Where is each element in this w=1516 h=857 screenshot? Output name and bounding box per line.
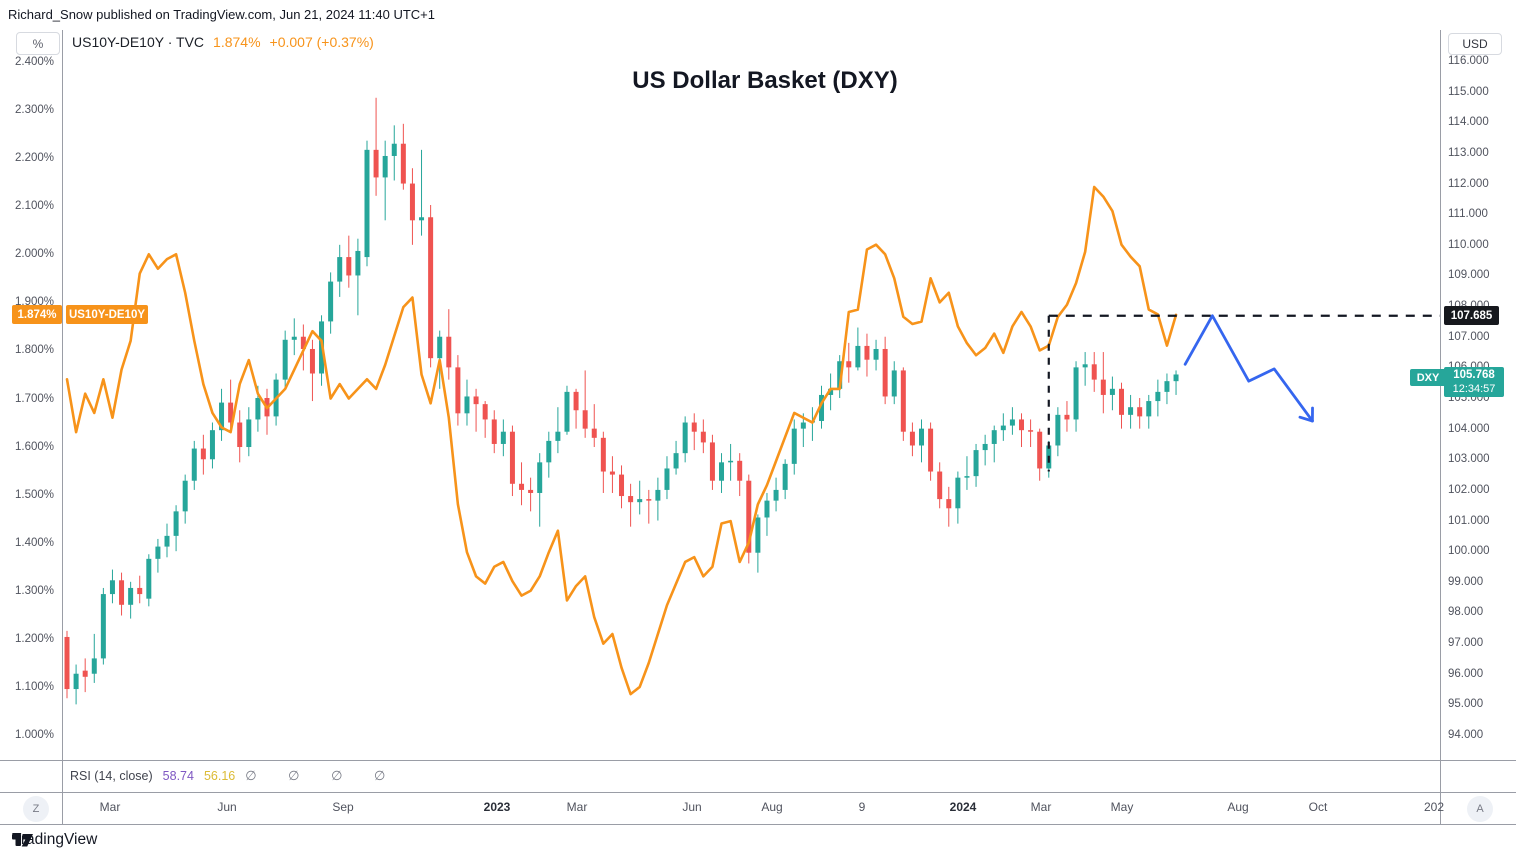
left-axis-tick: 2.300% xyxy=(14,104,54,117)
right-axis-tick: 107.000 xyxy=(1448,330,1490,343)
left-axis-tick: 2.000% xyxy=(14,248,54,261)
page-title: US Dollar Basket (DXY) xyxy=(632,67,898,94)
right-axis-tick: 94.000 xyxy=(1448,729,1484,741)
currency-scale-button[interactable]: USD xyxy=(1448,33,1502,55)
time-axis-tick: May xyxy=(1110,800,1134,814)
time-axis-tick: Mar xyxy=(1030,800,1052,814)
left-axis-tick: 2.100% xyxy=(14,200,54,213)
right-axis-tick: 96.000 xyxy=(1448,667,1484,680)
left-axis-border xyxy=(62,30,63,824)
left-axis-tick: 1.400% xyxy=(14,536,54,549)
right-axis-tick: 112.000 xyxy=(1448,177,1489,190)
right-axis-tick: 104.000 xyxy=(1448,422,1490,435)
time-axis-tick: 9 xyxy=(858,800,866,814)
right-axis-tick: 111.000 xyxy=(1448,208,1488,221)
symbol-name[interactable]: US10Y-DE10Y · TVC xyxy=(72,34,205,50)
chart-legend: US10Y-DE10Y · TVC 1.874% +0.007 (+0.37%) xyxy=(72,34,374,50)
breakout-level-label: 107.685 xyxy=(1444,306,1499,326)
left-axis-tick: 2.200% xyxy=(14,152,54,165)
right-axis-tick: 100.000 xyxy=(1448,545,1490,558)
right-axis-tick: 116.000 xyxy=(1448,55,1489,67)
dxy-price-label: 105.768 12:34:57 xyxy=(1444,366,1504,397)
left-axis-tick: 1.500% xyxy=(14,488,54,501)
spread-price-label: 1.874% xyxy=(12,305,62,325)
tradingview-logo[interactable]: TradingView xyxy=(12,831,97,849)
right-axis-tick: 102.000 xyxy=(1448,483,1490,496)
auto-scale-button[interactable]: A xyxy=(1467,796,1493,822)
bar-countdown: 12:34:57 xyxy=(1452,382,1496,395)
tradingview-logo-text: TradingView xyxy=(12,831,98,848)
time-axis-tick: 2024 xyxy=(949,800,977,814)
time-axis-tick: 202 xyxy=(1423,800,1445,814)
left-axis-tick: 1.000% xyxy=(14,729,54,741)
symbol-change: +0.007 (+0.37%) xyxy=(269,34,374,50)
percent-scale-button[interactable]: % xyxy=(16,32,60,55)
rsi-value-2: 56.16 xyxy=(203,769,236,783)
rsi-pane-separator[interactable] xyxy=(0,760,1516,761)
right-axis-tick: 115.000 xyxy=(1448,85,1489,98)
right-axis-tick: 99.000 xyxy=(1448,575,1484,588)
time-axis-tick: Jun xyxy=(217,800,237,814)
attribution-text: Richard_Snow published on TradingView.co… xyxy=(8,7,435,22)
rsi-label[interactable]: RSI (14, close) xyxy=(70,769,153,783)
right-axis-tick: 114.000 xyxy=(1448,116,1489,129)
time-axis-tick: Sep xyxy=(332,800,354,814)
time-axis-separator xyxy=(0,792,1516,793)
left-axis-tick: 1.200% xyxy=(14,632,54,645)
right-axis-tick: 97.000 xyxy=(1448,637,1484,650)
chart-bottom-border xyxy=(0,824,1516,825)
time-axis-tick: Aug xyxy=(761,800,783,814)
right-axis-tick: 98.000 xyxy=(1448,606,1484,619)
left-axis-tick: 2.400% xyxy=(14,56,54,68)
dxy-series-label[interactable]: DXY xyxy=(1410,369,1446,387)
time-axis-tick: Aug xyxy=(1227,800,1249,814)
right-axis-tick: 110.000 xyxy=(1448,238,1489,251)
left-axis-tick: 1.700% xyxy=(14,392,54,405)
dxy-last-price: 105.768 xyxy=(1453,368,1495,381)
left-axis-tick: 1.100% xyxy=(14,680,54,693)
timezone-button[interactable]: Z xyxy=(23,796,49,822)
time-axis-tick: Oct xyxy=(1308,800,1328,814)
time-axis-tick: Mar xyxy=(99,800,121,814)
time-axis-tick: Mar xyxy=(566,800,588,814)
time-axis-tick: 2023 xyxy=(483,800,511,814)
symbol-last-value: 1.874% xyxy=(213,34,261,50)
spread-series-label[interactable]: US10Y-DE10Y xyxy=(66,305,148,325)
left-axis-tick: 1.300% xyxy=(14,584,54,597)
rsi-legend: RSI (14, close) 58.74 56.16 ∅ ∅ ∅ ∅ xyxy=(70,768,399,784)
right-axis-border xyxy=(1440,30,1441,824)
rsi-empty-values: ∅ ∅ ∅ ∅ xyxy=(245,768,400,783)
right-axis-tick: 109.000 xyxy=(1448,269,1490,282)
left-axis-tick: 1.600% xyxy=(14,440,54,453)
right-axis-tick: 113.000 xyxy=(1448,146,1489,159)
left-axis-tick: 1.800% xyxy=(14,344,54,357)
rsi-value-1: 58.74 xyxy=(162,769,194,783)
right-axis-tick: 101.000 xyxy=(1448,514,1490,527)
time-axis-tick: Jun xyxy=(682,800,702,814)
right-axis-tick: 95.000 xyxy=(1448,698,1484,711)
right-axis-tick: 103.000 xyxy=(1448,453,1490,466)
